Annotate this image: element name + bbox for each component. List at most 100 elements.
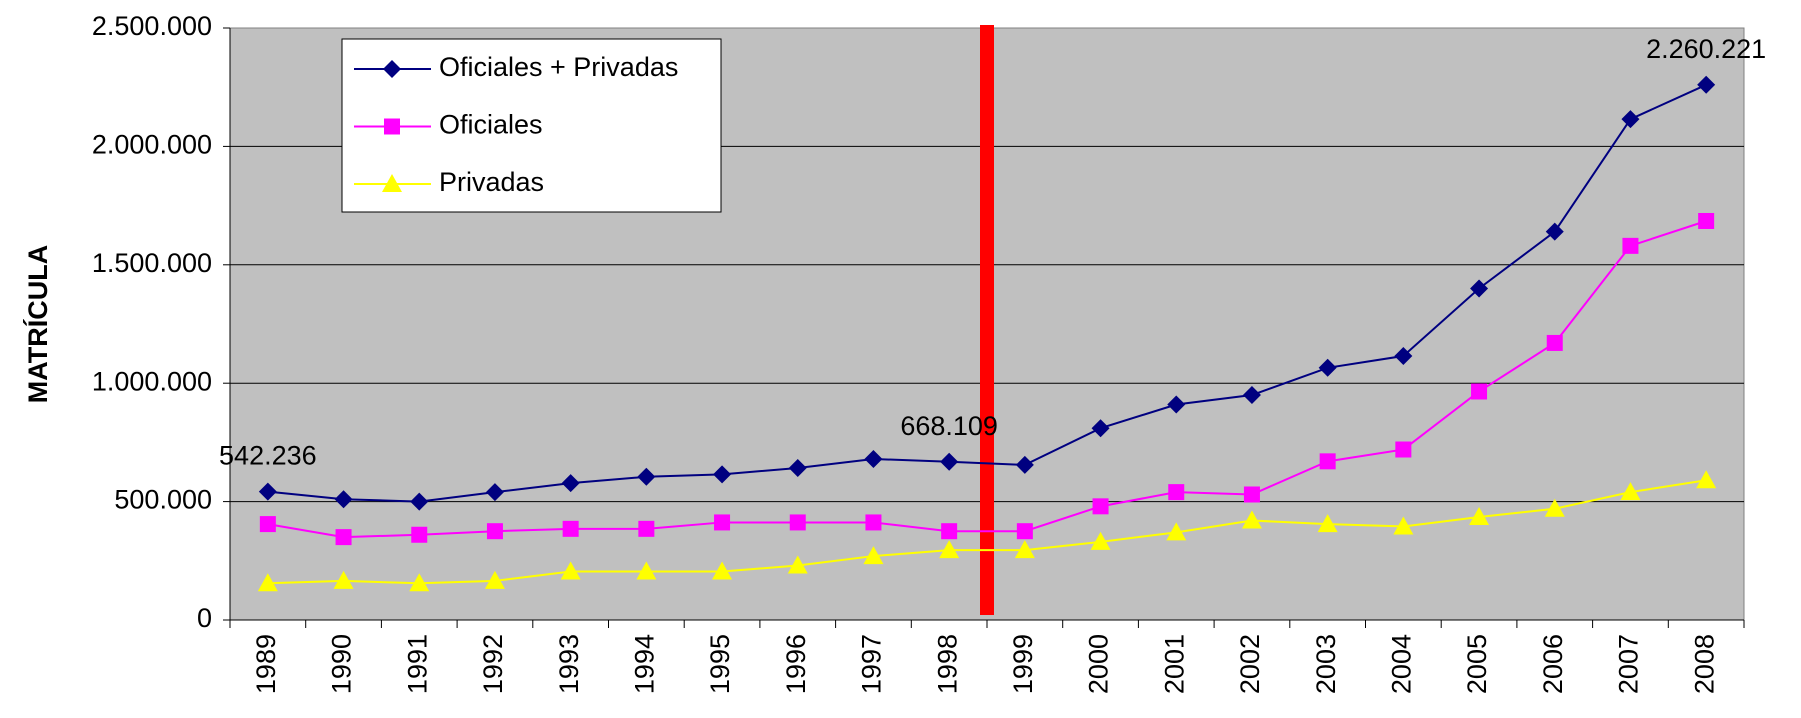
- marker: [1092, 498, 1109, 515]
- marker: [941, 523, 958, 540]
- x-tick-label: 1996: [781, 634, 811, 694]
- marker: [258, 482, 277, 501]
- marker: [1395, 441, 1412, 458]
- marker: [485, 483, 504, 502]
- marker: [1015, 455, 1034, 474]
- marker: [637, 467, 656, 486]
- x-tick-label: 1995: [705, 634, 735, 694]
- marker: [411, 526, 428, 543]
- x-tick-label: 2006: [1538, 634, 1568, 694]
- legend-label: Oficiales: [439, 110, 543, 140]
- marker: [1471, 383, 1488, 400]
- x-tick-label: 2002: [1235, 634, 1265, 694]
- series-line: [267, 479, 1707, 585]
- y-tick-label: 2.000.000: [92, 130, 212, 160]
- marker: [383, 60, 401, 78]
- marker: [1091, 419, 1110, 438]
- marker: [560, 561, 581, 580]
- marker: [1545, 222, 1564, 241]
- marker: [1090, 531, 1111, 550]
- marker: [1167, 395, 1186, 414]
- marker: [1469, 506, 1490, 525]
- marker: [1014, 540, 1035, 559]
- marker: [1470, 279, 1489, 298]
- y-tick-label: 1.000.000: [92, 366, 212, 396]
- marker: [939, 540, 960, 559]
- series-line: [267, 83, 1707, 503]
- marker: [712, 561, 733, 580]
- marker: [1698, 212, 1715, 229]
- marker: [1318, 358, 1337, 377]
- data-label: 2.260.221: [1646, 34, 1766, 64]
- x-tick-label: 2007: [1614, 634, 1644, 694]
- marker: [1243, 486, 1260, 503]
- x-tick-label: 1999: [1008, 634, 1038, 694]
- y-axis-label: MATRÍCULA: [22, 245, 53, 403]
- x-tick-label: 2001: [1159, 634, 1189, 694]
- marker: [486, 523, 503, 540]
- legend-label: Oficiales + Privadas: [439, 52, 678, 82]
- marker: [636, 561, 657, 580]
- marker: [1544, 498, 1565, 517]
- series-line: [267, 220, 1707, 539]
- x-tick-label: 1990: [327, 634, 357, 694]
- x-tick-label: 1998: [932, 634, 962, 694]
- x-tick-label: 2008: [1689, 634, 1719, 694]
- marker: [257, 573, 278, 592]
- marker: [1620, 482, 1641, 501]
- marker: [334, 490, 353, 509]
- marker: [1696, 470, 1717, 489]
- marker: [865, 514, 882, 531]
- marker: [1546, 334, 1563, 351]
- marker: [1016, 523, 1033, 540]
- marker: [789, 514, 806, 531]
- x-tick-label: 1993: [554, 634, 584, 694]
- marker: [335, 529, 352, 546]
- marker: [1241, 510, 1262, 529]
- y-tick-label: 0: [197, 603, 212, 633]
- x-tick-label: 1989: [251, 634, 281, 694]
- marker: [638, 520, 655, 537]
- marker: [410, 492, 429, 511]
- marker: [1621, 110, 1640, 129]
- marker: [1319, 453, 1336, 470]
- marker: [384, 118, 400, 135]
- marker: [788, 458, 807, 477]
- x-tick-label: 1991: [402, 634, 432, 694]
- marker: [484, 570, 505, 589]
- marker: [787, 555, 808, 574]
- x-tick-label: 1992: [478, 634, 508, 694]
- separator: [980, 25, 994, 615]
- marker: [1393, 516, 1414, 535]
- legend-label: Privadas: [439, 167, 544, 197]
- marker: [561, 474, 580, 493]
- marker: [940, 452, 959, 471]
- x-tick-label: 2003: [1311, 634, 1341, 694]
- y-tick-label: 1.500.000: [92, 248, 212, 278]
- marker: [562, 520, 579, 537]
- x-tick-label: 2005: [1462, 634, 1492, 694]
- marker: [713, 465, 732, 484]
- marker: [1697, 75, 1716, 94]
- x-tick-label: 1997: [857, 634, 887, 694]
- y-tick-label: 500.000: [114, 485, 212, 515]
- marker: [333, 570, 354, 589]
- y-tick-label: 2.500.000: [92, 11, 212, 41]
- x-tick-label: 2004: [1386, 634, 1416, 694]
- marker: [1317, 514, 1338, 533]
- marker: [1166, 522, 1187, 541]
- marker: [864, 449, 883, 468]
- x-tick-label: 1994: [629, 634, 659, 694]
- marker: [714, 514, 731, 531]
- x-tick-label: 2000: [1084, 634, 1114, 694]
- marker: [259, 516, 276, 533]
- marker: [409, 573, 430, 592]
- marker: [863, 546, 884, 565]
- marker: [382, 174, 402, 192]
- marker: [1394, 346, 1413, 365]
- marker: [1242, 386, 1261, 405]
- marker: [1622, 237, 1639, 254]
- data-label: 542.236: [219, 441, 317, 471]
- data-label: 668.109: [900, 411, 998, 441]
